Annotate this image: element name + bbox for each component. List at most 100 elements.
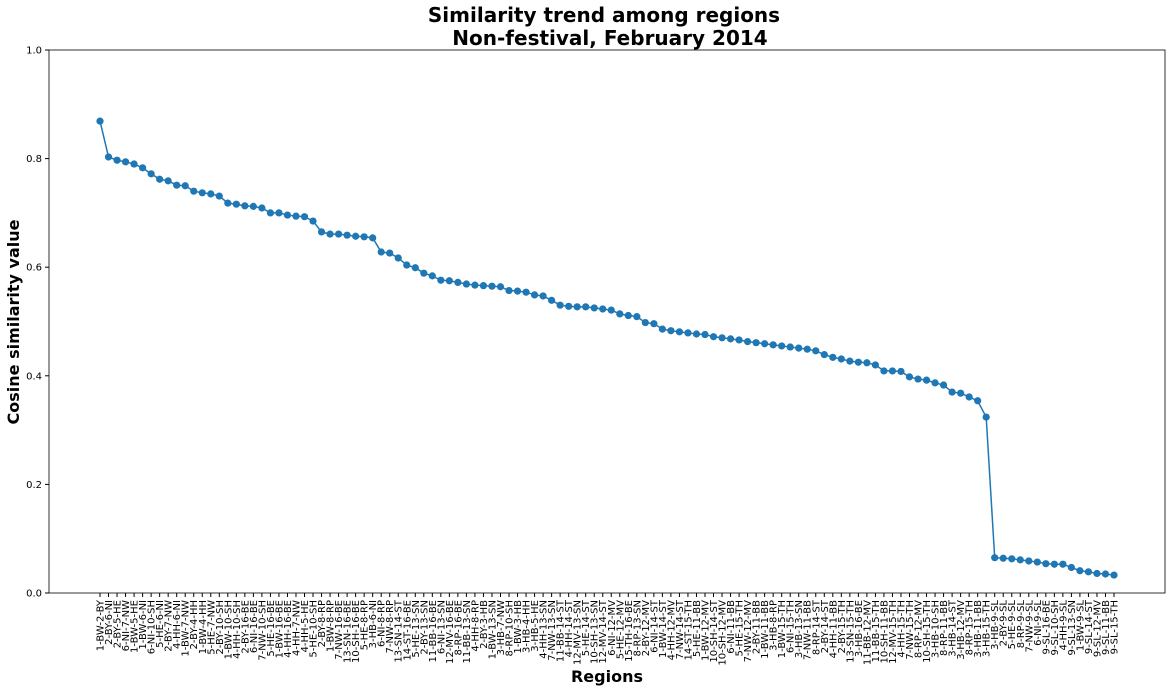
data-point [854, 358, 862, 366]
data-point [241, 202, 249, 210]
x-tick-label: 12-MV-14-ST [598, 599, 609, 664]
x-tick-label: 5-HE-16-BE [266, 600, 277, 657]
data-point [965, 393, 973, 401]
data-point [513, 287, 522, 295]
data-point [1042, 560, 1050, 568]
data-point [616, 310, 624, 318]
x-tick-label: 6-NI-13-SN [436, 600, 447, 654]
data-point [590, 304, 598, 312]
data-point [880, 367, 888, 375]
data-point [445, 277, 453, 285]
data-point [232, 200, 240, 208]
x-tick-label: 10-SH-11-BB [879, 600, 890, 664]
data-point [104, 153, 113, 161]
data-point [846, 357, 854, 365]
x-tick-label: 2-BY-12-MV [641, 600, 652, 656]
x-tick-label: 2-BY-10-SH [215, 600, 226, 655]
data-point [462, 280, 471, 288]
data-point [565, 302, 573, 310]
x-tick-label: 4-HH-15-TH [896, 600, 907, 658]
data-point [1050, 560, 1058, 568]
x-tick-label: 5-HE-15-TH [735, 600, 746, 656]
data-point [198, 189, 206, 197]
x-tick-label: 5-HE-12-MV [615, 600, 626, 659]
x-tick-label: 4-HH-10-SH [232, 600, 243, 659]
x-tick-label: 2-BY-8-RP [317, 600, 328, 647]
data-point [190, 187, 198, 195]
x-tick-label: 9-SL-16-BE [1041, 600, 1052, 654]
data-point [437, 276, 445, 284]
x-tick-label: 6-NI-9-SL [1033, 600, 1044, 646]
x-tick-label: 6-NI-7-NW [121, 600, 132, 651]
data-point [139, 164, 147, 172]
data-point [888, 367, 897, 375]
x-tick-label: 5-HE-14-ST [581, 599, 592, 656]
data-point [1008, 555, 1016, 563]
y-tick-label: 0.2 [26, 480, 42, 491]
x-tick-label: 2-BY-3-HB [479, 600, 490, 649]
x-tick-label: 3-HB-16-BE [854, 600, 865, 657]
x-tick-label: 9-SL-14-ST [1084, 599, 1095, 654]
data-point [752, 339, 760, 347]
data-point [300, 213, 309, 221]
y-tick-label: 0.0 [26, 589, 42, 600]
x-tick-label: 2-BY-13-SN [419, 600, 430, 655]
data-point [837, 355, 845, 363]
data-point [573, 303, 581, 311]
data-point [905, 373, 914, 381]
data-point [428, 272, 436, 280]
data-point [181, 182, 189, 190]
data-point [377, 248, 385, 256]
x-tick-label: 2-BY-14-ST [820, 599, 831, 653]
data-point [548, 296, 556, 304]
x-tick-label: 3-HB-4-HH [522, 600, 533, 653]
data-point [718, 334, 726, 342]
data-point [130, 160, 138, 168]
x-tick-label: 6-NI-15-TH [786, 600, 797, 653]
data-point [991, 554, 999, 562]
x-tick-label: 4-HH-13-SN [539, 600, 550, 659]
data-point [505, 286, 513, 295]
x-tick-label: 2-BY-6-NI [104, 600, 115, 645]
data-point [147, 170, 155, 178]
x-tick-label: 5-HE-9-SL [1007, 600, 1018, 650]
x-tick-label: 8-RP-10-SH [505, 600, 516, 657]
x-tick-label: 8-RP-12-MV [914, 600, 925, 658]
data-point [1033, 558, 1041, 566]
x-tick-label: 10-SH-14-ST [709, 599, 720, 662]
x-tick-label: 4-HH-7-NW [291, 600, 302, 656]
data-point [317, 228, 326, 236]
data-point [582, 303, 590, 311]
data-point [974, 397, 982, 405]
data-point [786, 343, 794, 351]
x-tick-label: 15-TH-16-BE [624, 600, 635, 662]
x-tick-label: 7-NW-11-BB [803, 600, 814, 660]
x-tick-label: 5-HE-8-RP [360, 600, 371, 650]
x-tick-label: 8-RP-9-SL [1016, 600, 1027, 649]
data-point [667, 327, 675, 335]
x-tick-label: 3-HB-5-HE [530, 600, 541, 652]
data-point [215, 192, 223, 200]
x-tick-label: 3-HB-6-NI [368, 600, 379, 648]
x-tick-label: 1-BW-13-SN [487, 600, 498, 659]
data-point [369, 234, 377, 242]
data-point [863, 359, 871, 367]
x-axis-label: Regions [571, 667, 643, 686]
data-point [769, 341, 777, 349]
plot-frame [48, 49, 1166, 594]
x-tick-label: 11-BB-14-ST [556, 599, 567, 662]
x-tick-label: 11-BB-12-MV [862, 600, 873, 665]
x-tick-label: 11-BB-13-SN [462, 600, 473, 663]
data-point [113, 156, 121, 164]
x-tick-label: 9-SL-12-MV [1092, 600, 1103, 657]
x-tick-label: 1-BW-8-RP [326, 600, 337, 652]
x-tick-label: 14-ST-16-BE [402, 600, 413, 661]
x-tick-label: 9-SL-10-SH [1050, 600, 1061, 656]
data-point [309, 217, 317, 225]
data-point [761, 340, 769, 348]
data-point [403, 261, 411, 269]
x-tick-label: 12-MV-15-TH [888, 600, 899, 664]
x-tick-label: 3-HB-13-SN [794, 600, 805, 658]
x-tick-label: 6-NI-16-BE [249, 600, 260, 653]
x-tick-label: 6-NI-14-ST [649, 599, 660, 653]
